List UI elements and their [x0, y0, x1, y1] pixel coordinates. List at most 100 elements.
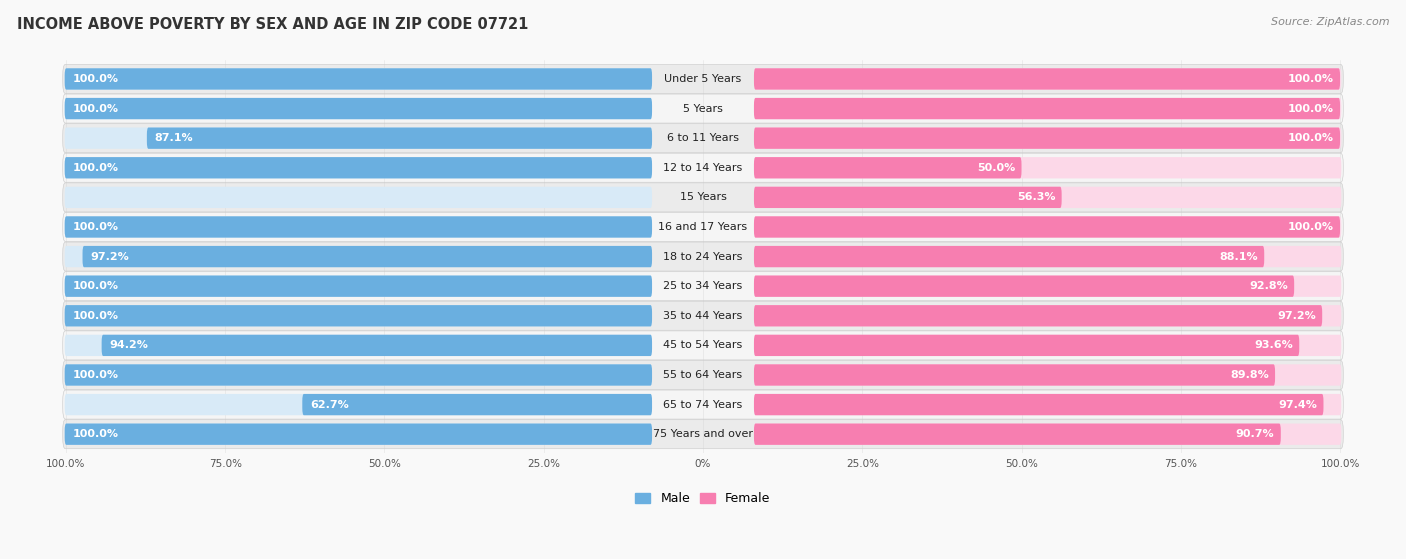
FancyBboxPatch shape [65, 305, 652, 326]
FancyBboxPatch shape [65, 216, 652, 238]
Legend: Male, Female: Male, Female [630, 487, 776, 510]
Text: Under 5 Years: Under 5 Years [665, 74, 741, 84]
Text: 100.0%: 100.0% [72, 281, 118, 291]
FancyBboxPatch shape [65, 216, 652, 238]
Text: 75 Years and over: 75 Years and over [652, 429, 754, 439]
Text: 35 to 44 Years: 35 to 44 Years [664, 311, 742, 321]
FancyBboxPatch shape [83, 246, 652, 267]
FancyBboxPatch shape [65, 157, 652, 178]
FancyBboxPatch shape [754, 157, 1341, 178]
FancyBboxPatch shape [65, 127, 652, 149]
FancyBboxPatch shape [754, 98, 1340, 119]
Text: 93.6%: 93.6% [1254, 340, 1294, 350]
Text: 97.2%: 97.2% [1277, 311, 1316, 321]
Text: 100.0%: 100.0% [1288, 133, 1334, 143]
Text: 100.0%: 100.0% [1288, 74, 1334, 84]
FancyBboxPatch shape [63, 212, 1343, 241]
Text: 15 Years: 15 Years [679, 192, 727, 202]
FancyBboxPatch shape [754, 424, 1281, 445]
FancyBboxPatch shape [63, 242, 1343, 271]
Text: INCOME ABOVE POVERTY BY SEX AND AGE IN ZIP CODE 07721: INCOME ABOVE POVERTY BY SEX AND AGE IN Z… [17, 17, 529, 32]
FancyBboxPatch shape [146, 127, 652, 149]
FancyBboxPatch shape [63, 301, 1343, 330]
Text: 89.8%: 89.8% [1230, 370, 1268, 380]
Text: 94.2%: 94.2% [110, 340, 148, 350]
FancyBboxPatch shape [754, 246, 1264, 267]
FancyBboxPatch shape [754, 276, 1341, 297]
FancyBboxPatch shape [754, 424, 1341, 445]
Text: 25 to 34 Years: 25 to 34 Years [664, 281, 742, 291]
FancyBboxPatch shape [754, 364, 1341, 386]
FancyBboxPatch shape [65, 364, 652, 386]
FancyBboxPatch shape [65, 424, 652, 445]
FancyBboxPatch shape [65, 364, 652, 386]
Text: 97.4%: 97.4% [1278, 400, 1317, 410]
Text: 12 to 14 Years: 12 to 14 Years [664, 163, 742, 173]
Text: 100.0%: 100.0% [72, 429, 118, 439]
Text: 100.0%: 100.0% [1288, 103, 1334, 113]
Text: 6 to 11 Years: 6 to 11 Years [666, 133, 740, 143]
FancyBboxPatch shape [65, 394, 652, 415]
FancyBboxPatch shape [754, 98, 1341, 119]
FancyBboxPatch shape [754, 364, 1275, 386]
FancyBboxPatch shape [754, 187, 1062, 208]
Text: 62.7%: 62.7% [309, 400, 349, 410]
FancyBboxPatch shape [65, 305, 652, 326]
Text: 55 to 64 Years: 55 to 64 Years [664, 370, 742, 380]
FancyBboxPatch shape [65, 246, 652, 267]
FancyBboxPatch shape [63, 361, 1343, 390]
FancyBboxPatch shape [754, 335, 1341, 356]
Text: 92.8%: 92.8% [1249, 281, 1288, 291]
FancyBboxPatch shape [65, 424, 652, 445]
FancyBboxPatch shape [754, 246, 1341, 267]
FancyBboxPatch shape [754, 394, 1323, 415]
FancyBboxPatch shape [754, 305, 1341, 326]
Text: 18 to 24 Years: 18 to 24 Years [664, 252, 742, 262]
FancyBboxPatch shape [63, 420, 1343, 449]
FancyBboxPatch shape [754, 216, 1341, 238]
FancyBboxPatch shape [302, 394, 652, 415]
FancyBboxPatch shape [65, 187, 652, 208]
FancyBboxPatch shape [63, 153, 1343, 182]
FancyBboxPatch shape [754, 394, 1341, 415]
Text: 100.0%: 100.0% [72, 222, 118, 232]
FancyBboxPatch shape [65, 335, 652, 356]
FancyBboxPatch shape [65, 157, 652, 178]
Text: 65 to 74 Years: 65 to 74 Years [664, 400, 742, 410]
FancyBboxPatch shape [63, 64, 1343, 93]
Text: 97.2%: 97.2% [90, 252, 129, 262]
Text: 16 and 17 Years: 16 and 17 Years [658, 222, 748, 232]
Text: 100.0%: 100.0% [72, 311, 118, 321]
FancyBboxPatch shape [63, 331, 1343, 360]
Text: 45 to 54 Years: 45 to 54 Years [664, 340, 742, 350]
FancyBboxPatch shape [754, 68, 1340, 89]
FancyBboxPatch shape [65, 68, 652, 89]
FancyBboxPatch shape [63, 183, 1343, 212]
Text: 100.0%: 100.0% [1288, 222, 1334, 232]
FancyBboxPatch shape [754, 216, 1340, 238]
FancyBboxPatch shape [65, 98, 652, 119]
FancyBboxPatch shape [63, 94, 1343, 123]
Text: 5 Years: 5 Years [683, 103, 723, 113]
Text: 100.0%: 100.0% [72, 74, 118, 84]
Text: 90.7%: 90.7% [1236, 429, 1274, 439]
FancyBboxPatch shape [101, 335, 652, 356]
Text: 50.0%: 50.0% [977, 163, 1015, 173]
Text: 87.1%: 87.1% [155, 133, 193, 143]
Text: 100.0%: 100.0% [72, 103, 118, 113]
FancyBboxPatch shape [63, 390, 1343, 419]
FancyBboxPatch shape [65, 68, 652, 89]
FancyBboxPatch shape [65, 276, 652, 297]
FancyBboxPatch shape [65, 276, 652, 297]
FancyBboxPatch shape [754, 335, 1299, 356]
FancyBboxPatch shape [754, 127, 1341, 149]
Text: 88.1%: 88.1% [1219, 252, 1258, 262]
Text: 100.0%: 100.0% [72, 370, 118, 380]
Text: 100.0%: 100.0% [72, 163, 118, 173]
FancyBboxPatch shape [754, 276, 1294, 297]
FancyBboxPatch shape [63, 272, 1343, 301]
FancyBboxPatch shape [754, 157, 1022, 178]
FancyBboxPatch shape [754, 187, 1341, 208]
FancyBboxPatch shape [63, 124, 1343, 153]
FancyBboxPatch shape [754, 68, 1341, 89]
